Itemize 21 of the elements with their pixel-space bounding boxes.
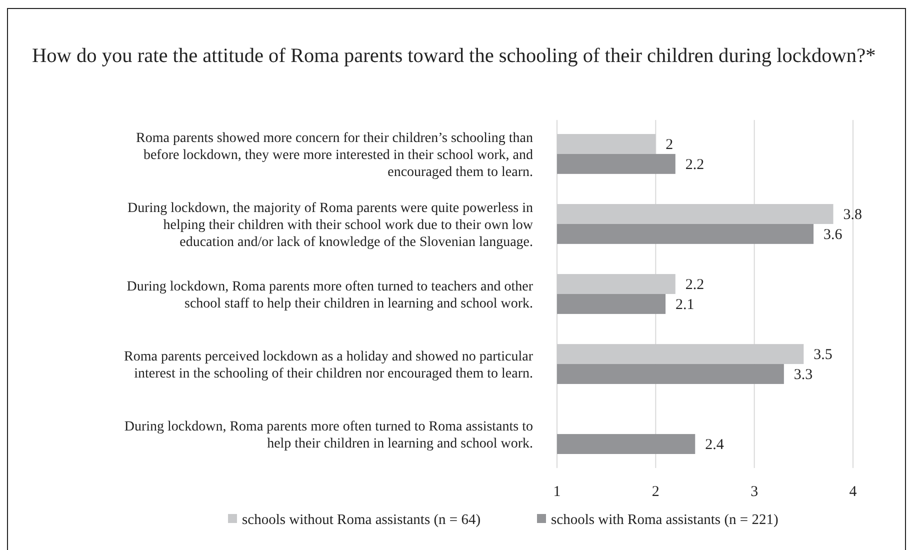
data-label: 2.2 bbox=[685, 156, 704, 173]
data-label: 2 bbox=[666, 136, 674, 153]
y-tick-label: Roma parents perceived lockdown as a holiday and showed no particular interest in the schooling of their children nor encouraged them to learn. bbox=[124, 350, 534, 382]
x-tick-label: 1 bbox=[553, 484, 561, 500]
y-tick-label: During lockdown, the majority of Roma parents were quite powerless in helping their children with their school work due to their own low education and/or lack of knowledge of the Slovenian language. bbox=[127, 200, 534, 250]
legend-label: schools with Roma assistants (n = 221) bbox=[551, 512, 778, 528]
data-label: 2.2 bbox=[685, 277, 704, 294]
y-tick-label: Roma parents showed more concern for their children’s schooling than before lockdown, they were more interested in their school work, and encouraged them to learn. bbox=[136, 130, 533, 180]
x-tick-label: 3 bbox=[750, 484, 758, 500]
x-tick-label: 2 bbox=[652, 484, 660, 500]
chart-title: How do you rate the attitude of Roma parents toward the schooling of their children during lockdown?* bbox=[32, 45, 876, 67]
data-label: 2.1 bbox=[676, 296, 694, 313]
data-label: 3.6 bbox=[824, 226, 843, 243]
legend-label: schools without Roma assistants (n = 64) bbox=[242, 512, 481, 528]
data-label: 2.4 bbox=[705, 437, 724, 454]
data-label: 3.8 bbox=[843, 207, 862, 223]
y-tick-label: During lockdown, Roma parents more often turned to Roma assistants to help their children in learning and school work. bbox=[124, 420, 533, 452]
data-label: 3.3 bbox=[794, 367, 813, 383]
x-tick-label: 4 bbox=[849, 484, 858, 500]
y-tick-label: During lockdown, Roma parents more often turned to teachers and other school staff to help their children in learning and school work. bbox=[126, 280, 534, 312]
data-label: 3.5 bbox=[814, 347, 832, 364]
